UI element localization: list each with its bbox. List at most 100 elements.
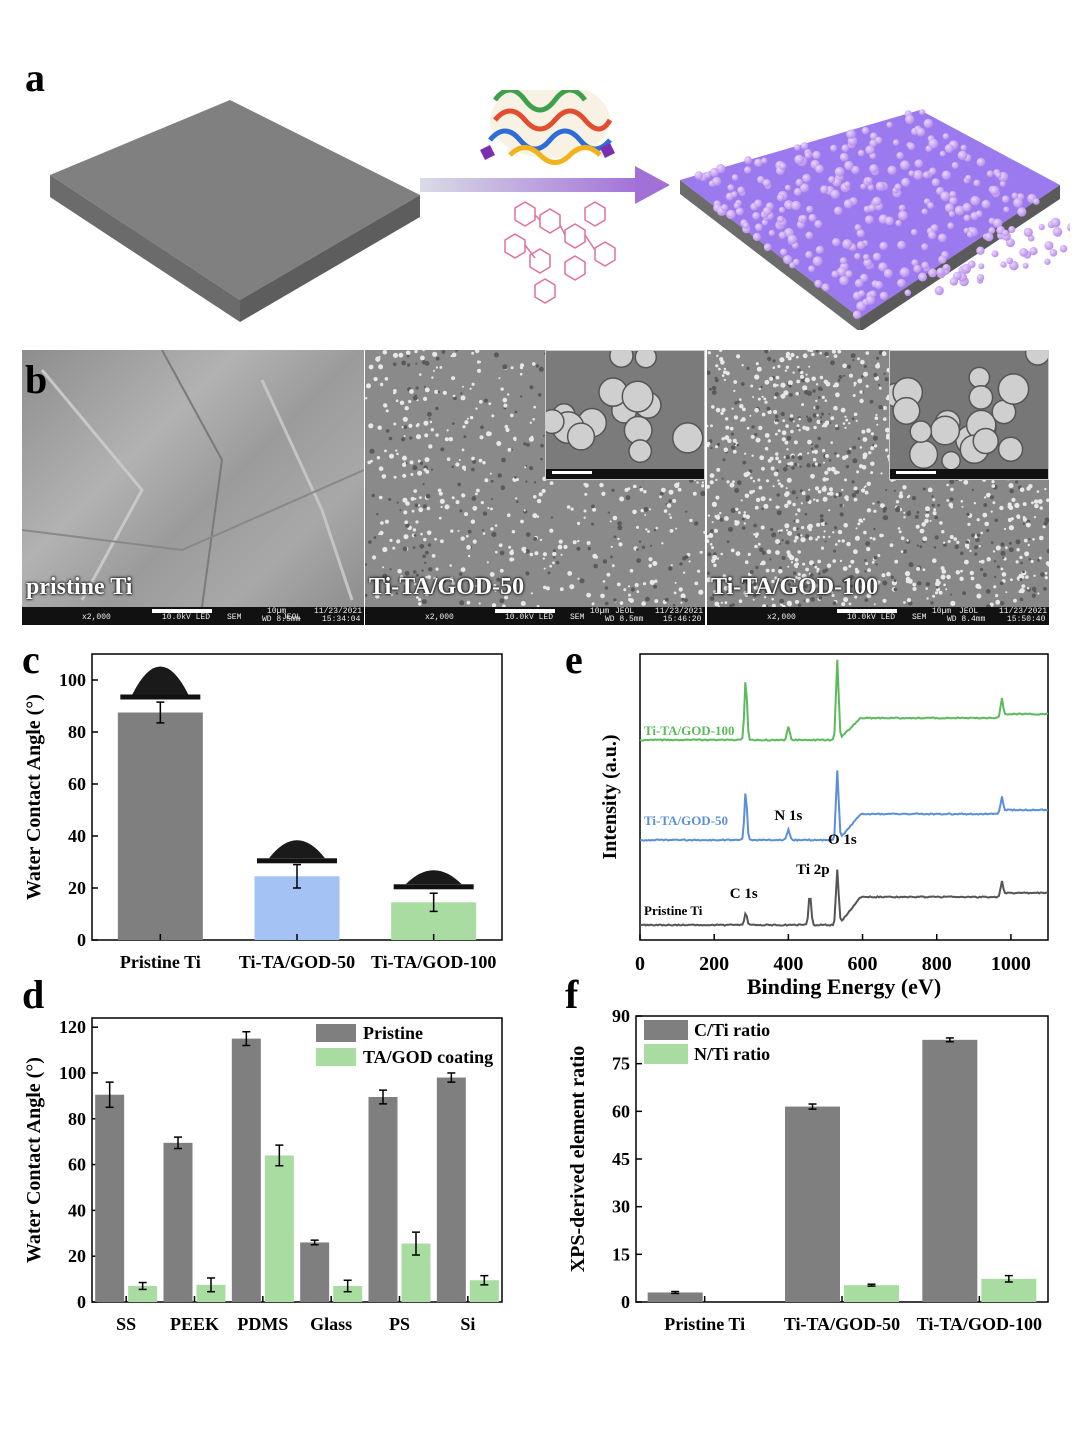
y-tick-label: 60 (68, 774, 86, 794)
sem-info-bar: 10µm x2,000 10.0kV LED SEM JEOL WD 8.4mm… (707, 607, 1049, 625)
y-axis-label: Intensity (a.u.) (599, 734, 621, 859)
y-tick-label: 60 (68, 1155, 86, 1175)
chart-d-substrate-contact-angle: 0 20 40 60 80 100 120 Water Contact Angle (°) SS… (23, 1017, 503, 1334)
y-tick-label: 0 (621, 1292, 630, 1312)
chart-f-element-ratio: 0 15 30 45 60 75 90 XPS-derived element ratio Pr… (567, 1006, 1049, 1334)
y-tick-label: 30 (612, 1197, 630, 1217)
droplet-inset (269, 840, 325, 859)
bar-coating (264, 1155, 294, 1302)
legend-swatch (644, 1044, 688, 1064)
y-tick-label: 15 (612, 1244, 630, 1264)
bar-c-ti (647, 1292, 703, 1302)
y-tick-label: 45 (612, 1149, 630, 1169)
bar-pristine (163, 1142, 193, 1302)
legend-label: C/Ti ratio (694, 1020, 770, 1040)
panel-label-f: f (565, 972, 579, 1017)
sem-info-bar: 10µm x2,000 10.0kV LED SEM JEOL WD 8.5mm… (22, 607, 364, 625)
x-tick-label: 1000 (991, 953, 1031, 975)
x-tick-label: 400 (773, 953, 803, 975)
y-axis-label: Water Contact Angle (°) (23, 694, 45, 900)
x-tick-label: Pristine Ti (664, 1314, 745, 1334)
panel-label-a: a (25, 55, 45, 100)
coated-ti-substrate (680, 109, 1070, 330)
sem-image-pristine-ti: pristine Ti 10µm x2,000 10.0kV LED SEM J… (22, 350, 364, 625)
process-arrow (420, 166, 670, 204)
sem-image-ti-ta-god-100: Ti-TA/GOD-100 10µm x2,000 10.0kV LED SEM… (707, 350, 1049, 625)
y-tick-label: 100 (59, 670, 86, 690)
x-tick-label: Ti-TA/GOD-100 (917, 1314, 1042, 1334)
y-tick-label: 90 (612, 1006, 630, 1026)
x-tick-label: Pristine Ti (120, 952, 201, 972)
legend-label: TA/GOD coating (363, 1047, 493, 1067)
y-tick-label: 75 (612, 1054, 630, 1074)
sem-inset-high-mag (545, 350, 705, 480)
bar-c-ti (785, 1106, 840, 1302)
annotation-o1s: O 1s (828, 832, 857, 848)
legend-swatch (316, 1024, 356, 1042)
x-tick-label: Glass (310, 1314, 352, 1334)
x-tick-label: 800 (922, 953, 952, 975)
spectrum-line (639, 869, 1049, 927)
series-label: Ti-TA/GOD-50 (644, 813, 728, 828)
spectrum-line (639, 659, 1049, 742)
panel-label-c: c (22, 637, 40, 682)
droplet-inset (132, 666, 189, 695)
annotation-n1s: N 1s (774, 808, 802, 824)
bar-pristine (300, 1242, 330, 1302)
sem-label: Ti-TA/GOD-50 (369, 574, 525, 600)
y-axis-label: XPS-derived element ratio (567, 1046, 589, 1273)
x-tick-label: Si (460, 1314, 475, 1334)
x-tick-label: Ti-TA/GOD-50 (784, 1314, 900, 1334)
bar-coating (333, 1285, 363, 1302)
x-tick-label: PEEK (170, 1314, 219, 1334)
series-label: Ti-TA/GOD-100 (644, 723, 735, 738)
sem-label: Ti-TA/GOD-100 (711, 574, 879, 600)
legend-swatch (644, 1020, 688, 1040)
x-tick-label: 200 (699, 953, 729, 975)
plot-frame (639, 653, 1049, 941)
y-tick-label: 40 (68, 826, 86, 846)
sem-info-bar: 10µm x2,000 10.0kV LED SEM JEOL WD 8.5mm… (365, 607, 705, 625)
legend-swatch (316, 1048, 356, 1066)
legend-label: Pristine (363, 1023, 423, 1043)
bar-pristine (436, 1077, 466, 1302)
series-label: Pristine Ti (644, 903, 703, 918)
x-tick-label: SS (116, 1314, 136, 1334)
x-tick-label: 600 (848, 953, 878, 975)
droplet-substrate (120, 694, 201, 700)
y-tick-label: 80 (68, 1109, 86, 1129)
sem-label: pristine Ti (26, 574, 133, 600)
annotation-ti2p: Ti 2p (796, 862, 830, 878)
bar (117, 712, 203, 940)
sem-inset-high-mag (889, 350, 1049, 480)
bar-n-ti (844, 1285, 899, 1302)
y-tick-label: 0 (77, 930, 86, 950)
y-tick-label: 0 (77, 1292, 86, 1312)
y-tick-label: 80 (68, 722, 86, 742)
chart-e-xps-survey: 0 200 400 600 800 1000 Binding Energy (eV) Inte… (599, 653, 1049, 999)
x-tick-label: Ti-TA/GOD-100 (371, 952, 496, 972)
bar-pristine (231, 1038, 261, 1302)
chart-c-contact-angle: 0 20 40 60 80 100 Water Contact Angle (°) Prist… (23, 653, 503, 972)
bar-coating (469, 1280, 499, 1302)
x-tick-label: PDMS (237, 1314, 288, 1334)
panel-label-b: b (25, 357, 48, 402)
spectrum-line (639, 770, 1049, 842)
y-tick-label: 20 (68, 878, 86, 898)
bar-c-ti (922, 1039, 978, 1302)
tannic-acid-structure (504, 201, 616, 304)
god-enzyme-structure (480, 90, 615, 165)
x-axis-label: Binding Energy (eV) (747, 974, 941, 999)
y-tick-label: 60 (612, 1101, 630, 1121)
panel-label-e: e (565, 637, 583, 682)
y-tick-label: 120 (59, 1017, 86, 1037)
legend-label: N/Ti ratio (694, 1044, 770, 1064)
bar-coating (128, 1285, 158, 1302)
sem-image-ti-ta-god-50: Ti-TA/GOD-50 10µm x2,000 10.0kV LED SEM … (365, 350, 705, 625)
droplet-substrate (393, 884, 474, 890)
bar-coating (196, 1284, 226, 1302)
schematic-illustration (50, 90, 1070, 330)
droplet-inset (405, 870, 462, 885)
plot-frame (91, 1017, 503, 1303)
droplet-substrate (257, 858, 337, 864)
